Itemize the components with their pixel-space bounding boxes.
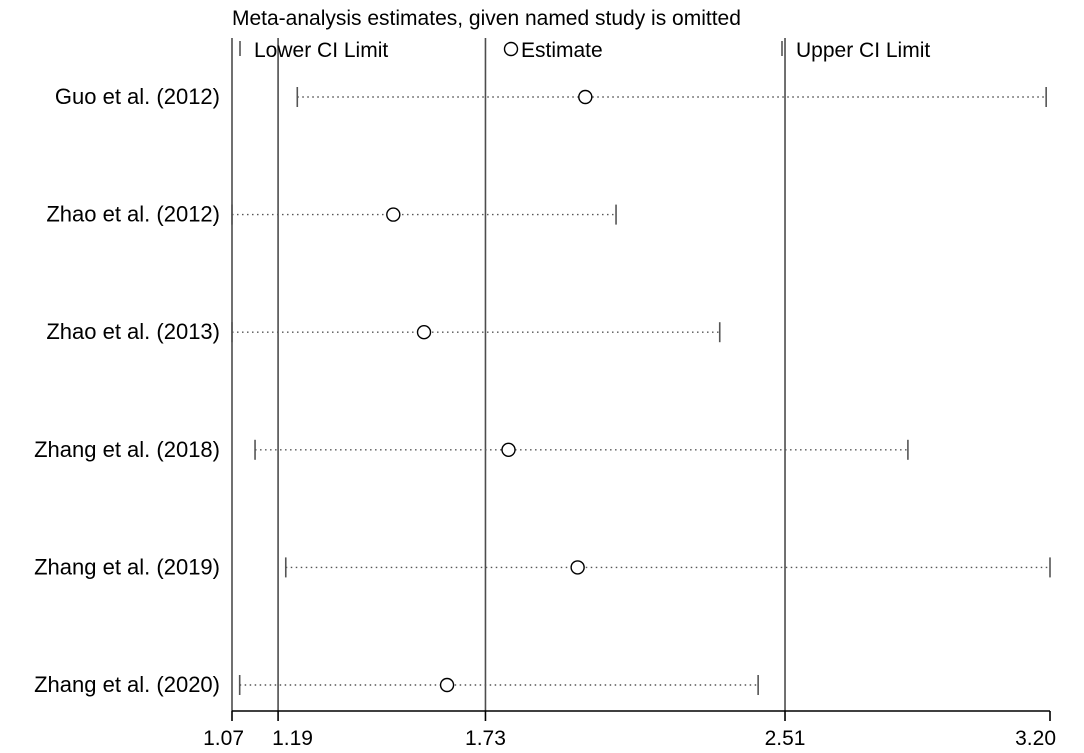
study-rows: Guo et al. (2012) Zhao et al. (2012) Zhao …: [34, 84, 1051, 697]
study-row: Zhang et al. (2018): [34, 437, 909, 462]
study-label: Guo et al. (2012): [55, 84, 220, 109]
study-row: Zhang et al. (2019): [34, 554, 1051, 579]
legend-label: Lower CI Limit: [254, 39, 388, 62]
x-tick-label: 1.73: [465, 727, 506, 750]
x-tick-label: 2.51: [765, 727, 806, 750]
estimate-marker: [439, 677, 455, 693]
legend-label: Upper CI Limit: [796, 39, 930, 62]
legend-circle-marker: [503, 41, 519, 57]
legend-item: Upper CI Limit: [781, 39, 930, 62]
estimate-marker: [570, 560, 585, 575]
legend-item: Lower CI Limit: [239, 39, 388, 62]
study-row: Zhao et al. (2012): [46, 202, 617, 227]
chart-title: Meta-analysis estimates, given named stu…: [232, 7, 741, 30]
study-label: Zhang et al. (2018): [34, 437, 220, 462]
study-label: Zhang et al. (2020): [34, 672, 220, 697]
x-tick-label: 3.20: [1015, 727, 1056, 750]
study-row: Zhao et al. (2013): [46, 319, 721, 344]
estimate-marker: [501, 442, 516, 457]
legend-label: Estimate: [521, 39, 603, 62]
estimate-marker: [416, 325, 432, 340]
study-label: Zhao et al. (2013): [46, 319, 220, 344]
legend: Lower CI Limit Estimate Upper CI Limit: [239, 39, 930, 62]
x-axis: 1.07 1.19 1.73 2.51 3.20: [203, 710, 1056, 750]
estimate-marker: [578, 89, 593, 105]
reference-lines: [231, 38, 786, 711]
x-tick-label: 1.07: [203, 727, 244, 750]
study-row: Guo et al. (2012): [55, 84, 1047, 109]
x-tick-label: 1.19: [272, 727, 313, 750]
legend-item: Estimate: [503, 39, 603, 62]
study-row: Zhang et al. (2020): [34, 672, 759, 697]
study-label: Zhang et al. (2019): [34, 554, 220, 579]
study-label: Zhao et al. (2012): [46, 202, 220, 227]
estimate-marker: [386, 207, 401, 222]
